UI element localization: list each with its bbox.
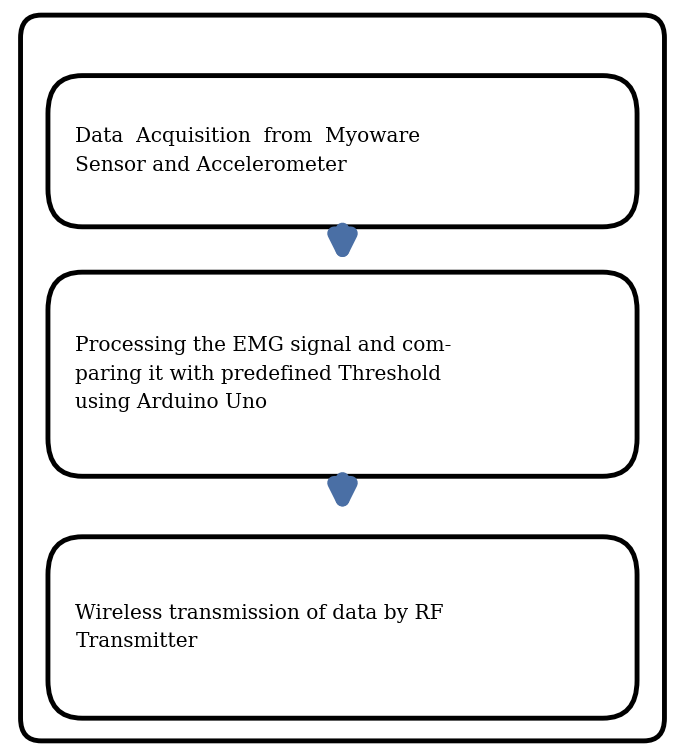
FancyBboxPatch shape — [48, 537, 637, 718]
FancyBboxPatch shape — [48, 76, 637, 227]
Text: Processing the EMG signal and com-
paring it with predefined Threshold
using Ard: Processing the EMG signal and com- parin… — [75, 336, 451, 413]
FancyBboxPatch shape — [48, 272, 637, 476]
FancyBboxPatch shape — [21, 15, 664, 741]
Text: Data  Acquisition  from  Myoware
Sensor and Accelerometer: Data Acquisition from Myoware Sensor and… — [75, 127, 421, 175]
Text: Wireless transmission of data by RF
Transmitter: Wireless transmission of data by RF Tran… — [75, 603, 444, 652]
